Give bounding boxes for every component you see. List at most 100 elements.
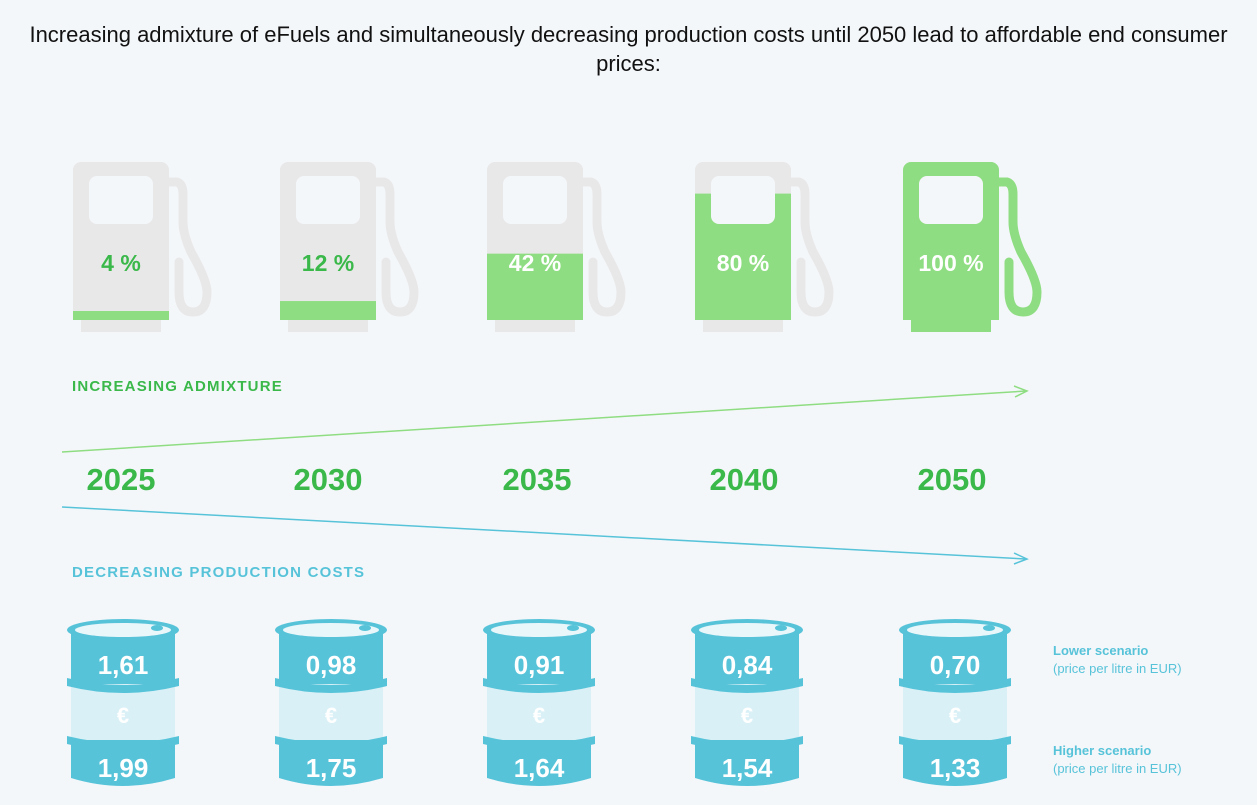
barrel-lid-inner (907, 623, 1003, 637)
fuel-barrel-2050: 0,70 €1,33 (899, 618, 1011, 793)
pump-fill-level (487, 253, 583, 320)
legend-higher-title: Higher scenario (1053, 743, 1152, 758)
pump-window (89, 176, 153, 224)
legend-higher-scenario: Higher scenario (price per litre in EUR) (1053, 742, 1182, 778)
euro-icon: € (116, 703, 130, 728)
admixture-percent: 100 % (918, 250, 984, 276)
barrel-rim-low (275, 736, 387, 751)
fuel-pump-icon (73, 162, 212, 332)
euro-icon: € (948, 703, 962, 728)
fuel-pump-icon (487, 162, 626, 332)
barrel-cap (567, 625, 579, 631)
barrel-cap (775, 625, 787, 631)
fuel-pump-icon (280, 162, 419, 332)
pump-hose (578, 177, 626, 317)
lower-scenario-price: 1,61 (97, 650, 149, 680)
costs-arrow-head (1013, 552, 1029, 565)
pump-window (296, 176, 360, 224)
lower-scenario-price: 0,70 (929, 650, 981, 680)
lower-scenario-price: 0,84 (721, 650, 773, 680)
year-2050: 2050 (917, 462, 987, 497)
pump-hose (371, 177, 419, 317)
lower-scenario-price: 0,98 (305, 650, 357, 680)
barrel-rim-high (275, 678, 387, 693)
barrel-bottom (71, 740, 175, 786)
barrel-lid-inner (699, 623, 795, 637)
higher-scenario-price: 1,75 (305, 753, 357, 783)
admixture-percent: 80 % (716, 250, 770, 276)
pump-base (288, 320, 368, 332)
page-title: Increasing admixture of eFuels and simul… (29, 22, 1228, 76)
fuel-barrel-2040: 0,84 €1,54 (691, 618, 803, 793)
higher-scenario-price: 1,99 (97, 753, 149, 783)
admixture-percent: 4 % (101, 250, 141, 276)
higher-scenario-price: 1,64 (513, 753, 565, 783)
legend-higher-sub: (price per litre in EUR) (1053, 761, 1182, 776)
euro-icon: € (740, 703, 754, 728)
pump-hose (164, 177, 212, 317)
pump-fill-level (280, 301, 376, 320)
barrel-lid-inner (283, 623, 379, 637)
year-2030: 2030 (293, 462, 363, 497)
legend-lower-sub: (price per litre in EUR) (1053, 661, 1182, 676)
pump-base (703, 320, 783, 332)
fuel-pump-2050: 100 % (903, 162, 1063, 337)
pump-window (503, 176, 567, 224)
pump-hose (994, 177, 1042, 317)
fuel-barrel-2030: 0,98 €1,75 (275, 618, 387, 793)
lower-scenario-price: 0,91 (513, 650, 565, 680)
fuel-pump-icon (903, 162, 1042, 332)
barrel-lid-inner (75, 623, 171, 637)
barrel-rim-low (483, 736, 595, 751)
euro-icon: € (324, 703, 338, 728)
higher-scenario-price: 1,33 (929, 753, 981, 783)
barrel-icon (275, 619, 387, 786)
barrel-cap (151, 625, 163, 631)
higher-scenario-price: 1,54 (721, 753, 773, 783)
legend-lower-title: Lower scenario (1053, 643, 1149, 658)
decreasing-costs-label: DECREASING PRODUCTION COSTS (72, 564, 366, 581)
barrel-rim-low (67, 736, 179, 751)
barrel-rim-high (691, 678, 803, 693)
barrel-lid-inner (491, 623, 587, 637)
barrel-rim-high (483, 678, 595, 693)
pump-base (81, 320, 161, 332)
legend-lower-scenario: Lower scenario (price per litre in EUR) (1053, 642, 1182, 678)
fuel-pump-2030: 12 % (280, 162, 440, 337)
barrel-icon (67, 619, 179, 786)
barrel-icon (691, 619, 803, 786)
barrel-rim-high (899, 678, 1011, 693)
barrel-bottom (903, 740, 1007, 786)
pump-base (495, 320, 575, 332)
fuel-pump-2025: 4 % (73, 162, 233, 337)
pump-window (919, 176, 983, 224)
pump-fill-level (73, 311, 169, 320)
increasing-admixture-label: INCREASING ADMIXTURE (72, 378, 283, 395)
barrel-rim-low (899, 736, 1011, 751)
year-2025: 2025 (86, 462, 156, 497)
admixture-percent: 42 % (508, 250, 562, 276)
fuel-barrel-2025: 1,61 €1,99 (67, 618, 179, 793)
barrel-bottom (279, 740, 383, 786)
admixture-percent: 12 % (301, 250, 355, 276)
fuel-pump-2035: 42 % (487, 162, 647, 337)
admixture-arrow-head (1013, 385, 1029, 398)
fuel-pump-icon (695, 162, 834, 332)
fuel-pump-2040: 80 % (695, 162, 855, 337)
barrel-rim-low (691, 736, 803, 751)
year-2035: 2035 (502, 462, 572, 497)
barrel-icon (899, 619, 1011, 786)
barrel-cap (983, 625, 995, 631)
pump-base (911, 320, 991, 332)
pump-window (711, 176, 775, 224)
euro-icon: € (532, 703, 546, 728)
costs-arrow-line (61, 506, 1027, 560)
barrel-rim-high (67, 678, 179, 693)
barrel-cap (359, 625, 371, 631)
admixture-arrow-line (61, 390, 1027, 453)
barrel-icon (483, 619, 595, 786)
year-2040: 2040 (709, 462, 779, 497)
barrel-bottom (695, 740, 799, 786)
fuel-barrel-2035: 0,91 €1,64 (483, 618, 595, 793)
